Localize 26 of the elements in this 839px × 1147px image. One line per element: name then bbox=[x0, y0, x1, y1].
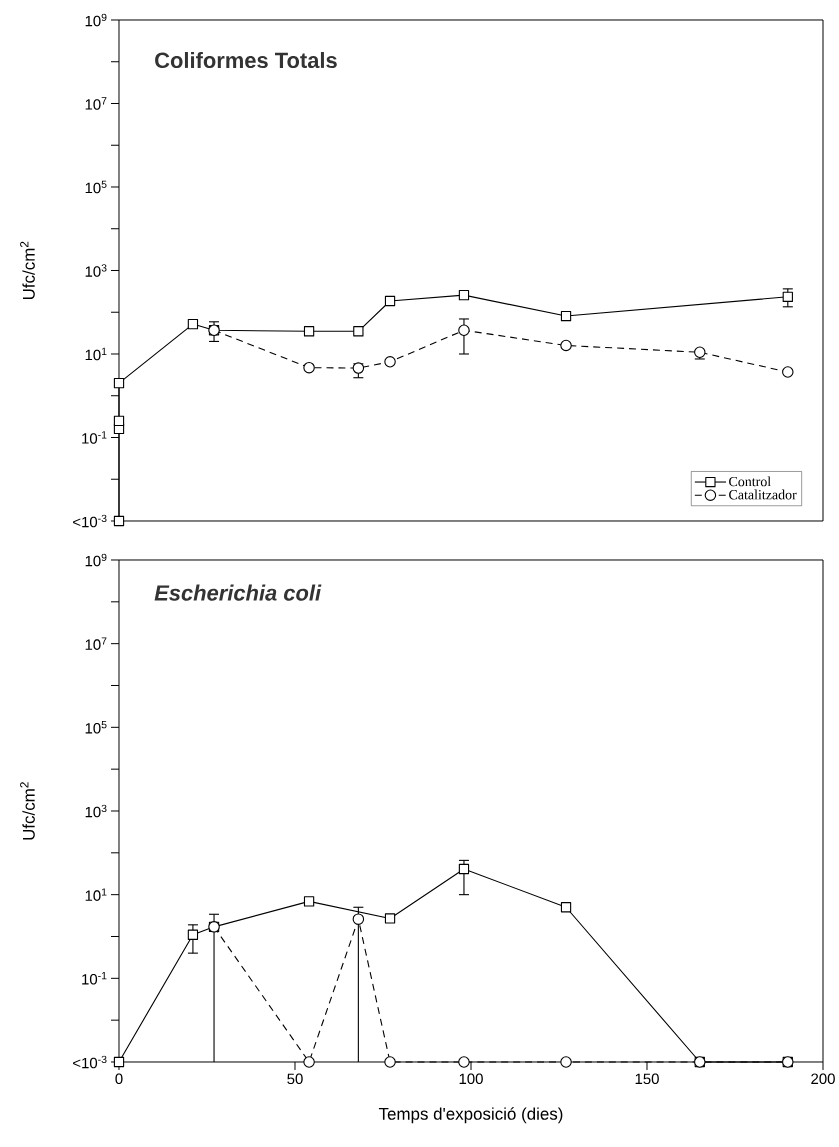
x-axis-title: Temps d'exposició (dies) bbox=[378, 1107, 563, 1124]
text: Escherichia coli bbox=[154, 584, 322, 601]
y-tick-label: 10$^{-1}$ bbox=[82, 431, 107, 444]
y-tick-label: <10$^{-3}$ bbox=[73, 1055, 107, 1069]
y-tick-label: 10$^{9}$ bbox=[85, 13, 107, 27]
y-tick-label: 10$^{7}$ bbox=[85, 97, 107, 110]
y-tick-label: 10$^{7}$ bbox=[85, 637, 107, 650]
x-tick-label: 50 bbox=[287, 1073, 303, 1085]
legend-label: Control bbox=[729, 476, 771, 487]
y-tick-label: 10$^{1}$ bbox=[85, 888, 107, 901]
x-tick-label: 200 bbox=[811, 1073, 835, 1085]
y-axis-title: Ufc/cm$^{2}$ bbox=[20, 782, 35, 840]
y-tick-label: 10$^{9}$ bbox=[85, 553, 107, 567]
legend-label: Catalitzador bbox=[729, 489, 797, 500]
y-tick-label: <10$^{-3}$ bbox=[73, 514, 107, 528]
y-tick-label: 10$^{3}$ bbox=[85, 264, 107, 277]
y-tick-label: 10$^{3}$ bbox=[85, 804, 107, 818]
y-axis-title: Ufc/cm$^{2}$ bbox=[20, 241, 35, 300]
y-tick-label: 10$^{5}$ bbox=[85, 721, 107, 734]
x-tick-label: 150 bbox=[635, 1073, 659, 1085]
text: Coliformes Totals bbox=[155, 52, 337, 69]
y-tick-label: 10$^{1}$ bbox=[85, 347, 107, 361]
y-tick-label: 10$^{-1}$ bbox=[82, 972, 107, 985]
x-tick-label: 0 bbox=[115, 1073, 123, 1085]
y-tick-label: 10$^{5}$ bbox=[85, 180, 107, 194]
x-tick-label: 100 bbox=[459, 1073, 483, 1085]
